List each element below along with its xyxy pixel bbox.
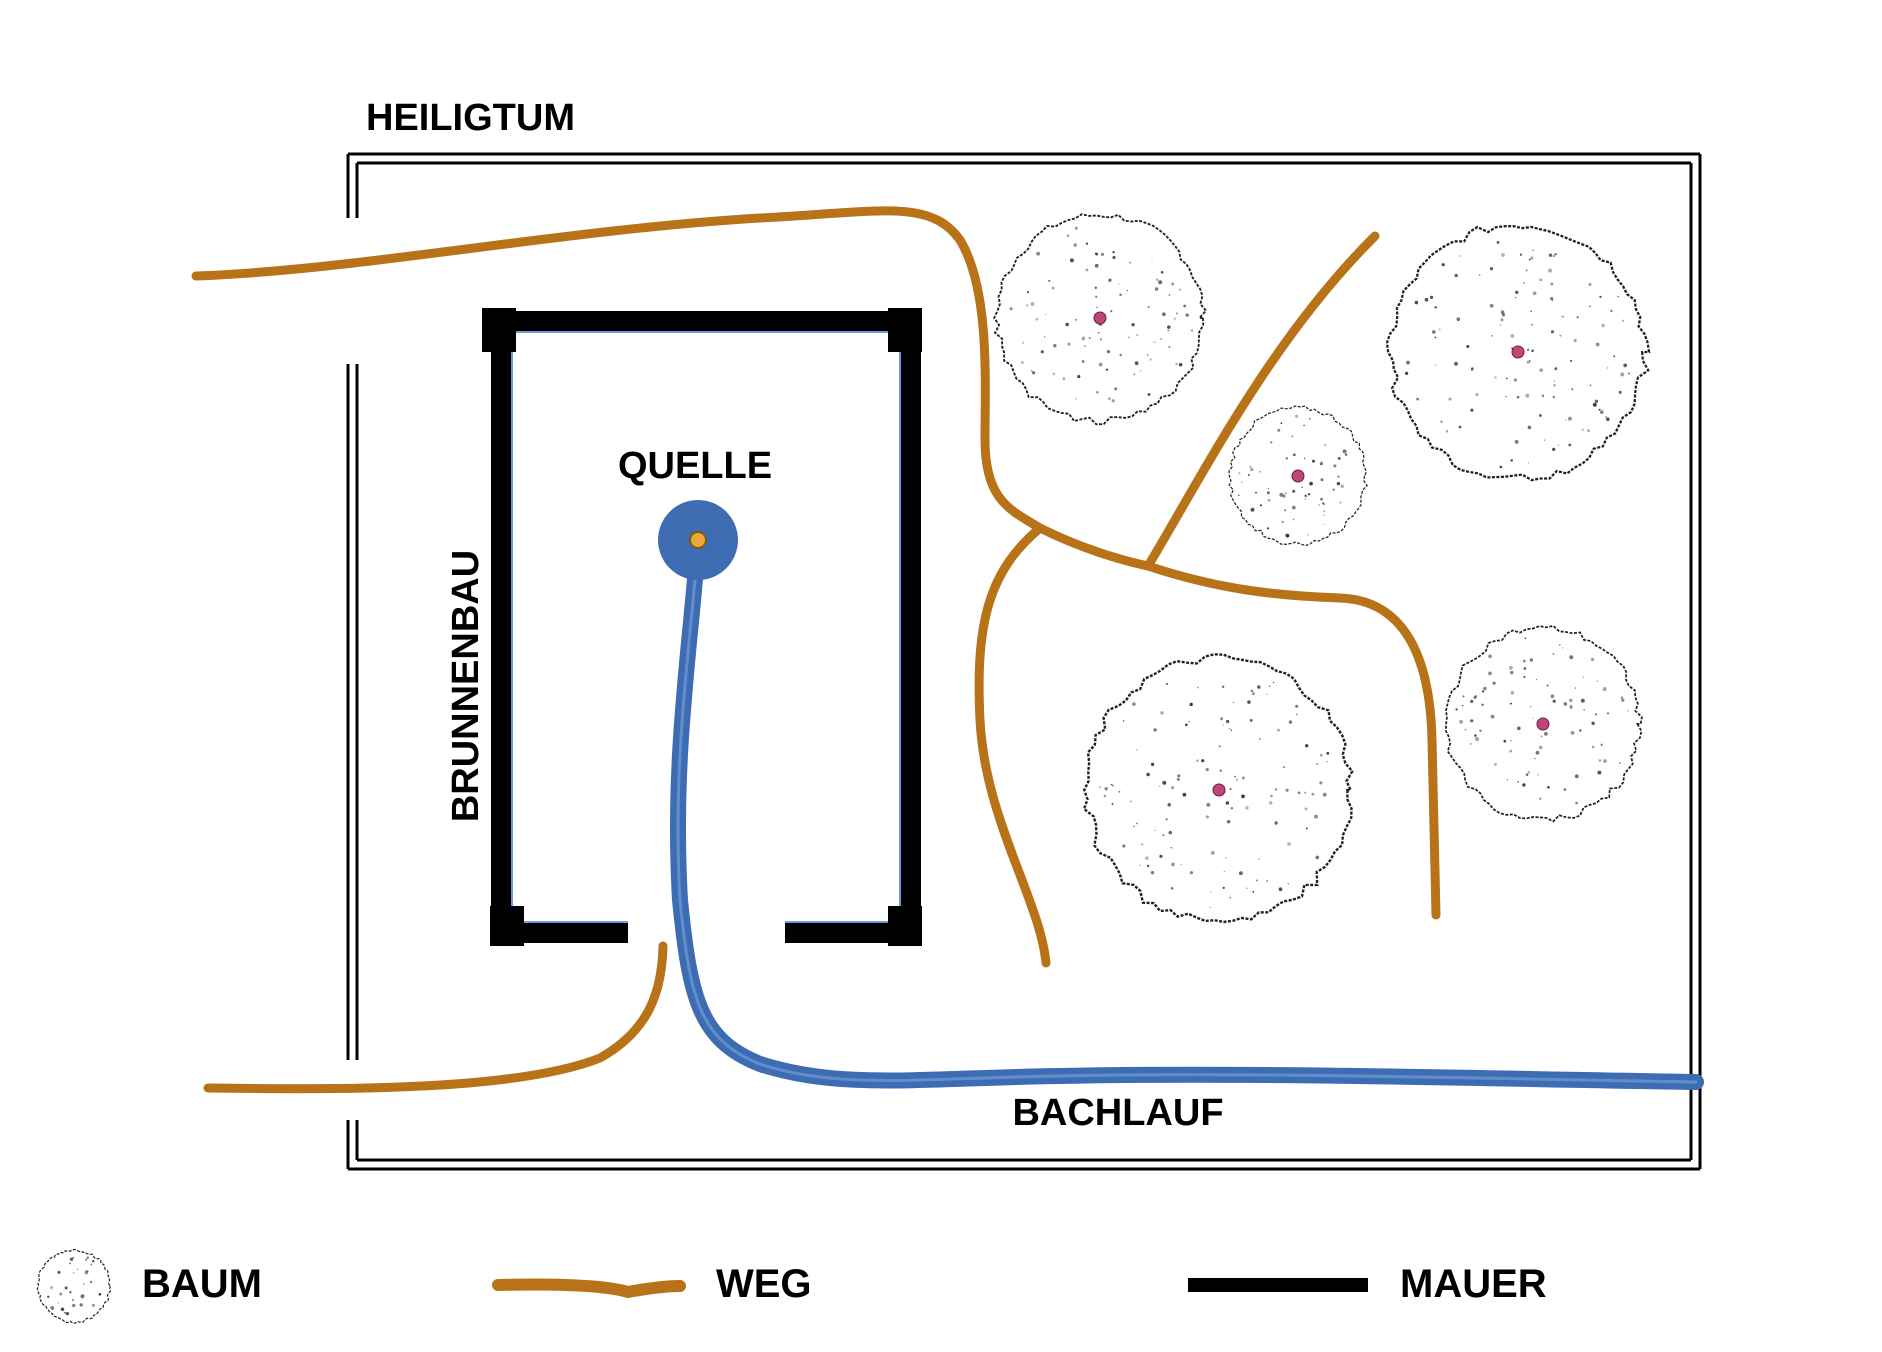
spring-icon — [658, 500, 738, 580]
legend-path-label: WEG — [716, 1262, 812, 1306]
tree-canopy-icon — [1228, 405, 1368, 547]
tree-canopy-icon — [36, 1249, 112, 1324]
path-sample-icon — [492, 1278, 686, 1298]
tree-canopy-icon — [1082, 653, 1354, 924]
path-southwest — [203, 941, 668, 1094]
legend-tree: BAUM — [36, 1249, 262, 1324]
paths — [191, 206, 1441, 1094]
tree-canopy-icon — [993, 213, 1208, 426]
legend-path: WEG — [492, 1262, 812, 1306]
label-sanctuary: HEILIGTUM — [366, 97, 575, 139]
well-house — [482, 308, 922, 946]
wall-sample-icon — [1188, 1278, 1368, 1292]
label-spring: QUELLE — [618, 445, 772, 487]
legend-tree-label: BAUM — [142, 1262, 262, 1306]
path-north — [191, 206, 1045, 533]
tree-canopy-icon — [1385, 225, 1651, 482]
sanctuary-wall — [346, 152, 1702, 1171]
tree-canopy-icon — [36, 1249, 112, 1324]
legend: BAUM WEG MAUER — [36, 1249, 1547, 1324]
path-northeast — [1143, 231, 1380, 571]
label-stream: BACHLAUF — [1012, 1092, 1223, 1134]
legend-wall-label: MAUER — [1400, 1262, 1547, 1306]
trees — [993, 213, 1651, 924]
path-south-branch — [974, 523, 1051, 968]
stream — [670, 547, 1704, 1090]
tree-canopy-icon — [1444, 624, 1643, 823]
label-well-house: BRUNNENBAU — [445, 550, 487, 822]
path-central-junction — [1035, 523, 1441, 920]
legend-wall: MAUER — [1188, 1262, 1547, 1306]
